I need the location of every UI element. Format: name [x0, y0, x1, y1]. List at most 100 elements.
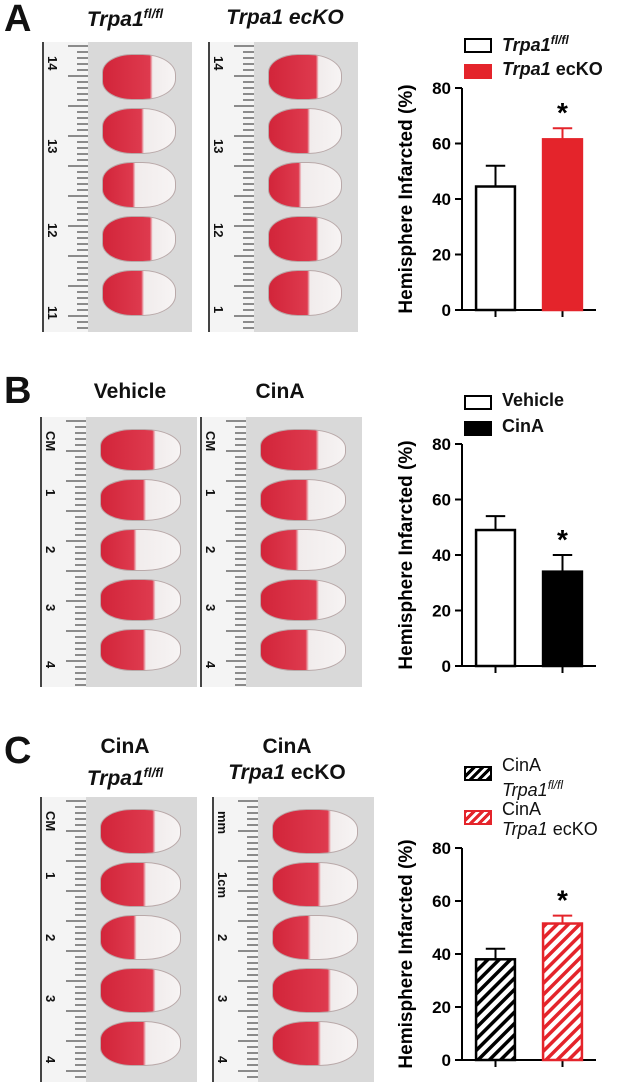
legend-swatch [464, 38, 492, 53]
group-name: Vehicle [93, 380, 167, 403]
significance-asterisk: * [557, 97, 568, 128]
brain-slice [260, 579, 346, 621]
legend-label: Trpa1 ecKO [502, 59, 603, 80]
brain-slice [100, 479, 181, 521]
brain-slice [268, 108, 342, 154]
brain-slice [100, 1021, 181, 1066]
ruler-label: 4 [215, 1056, 230, 1064]
gene-name: Trpa1 ecKO [226, 6, 344, 29]
ruler-label: 14 [45, 56, 60, 71]
y-tick-label: 80 [432, 839, 451, 858]
column-label-left: Vehicle [75, 380, 185, 404]
legend-gene: Trpa1 [502, 819, 548, 839]
ruler-label: 3 [43, 994, 58, 1002]
legend-swatch [464, 395, 492, 410]
ruler-ticks [238, 800, 258, 1078]
ruler-label: 13 [211, 139, 226, 154]
ruler-label: mm [215, 811, 230, 835]
ruler-label: 4 [203, 661, 218, 669]
brain-slice [102, 216, 176, 262]
ruler-ticks [226, 420, 246, 686]
significance-asterisk: * [557, 885, 568, 916]
ruler: 14 13 12 11 [44, 42, 88, 332]
y-tick-label: 0 [442, 1051, 451, 1070]
gene-name: Trpa1 [228, 761, 286, 784]
y-tick-label: 40 [432, 190, 451, 209]
ruler-label: 3 [203, 603, 218, 611]
brain-slice [272, 968, 358, 1013]
y-tick-label: 80 [432, 79, 451, 98]
ruler-label: 1 [43, 488, 58, 496]
y-tick-label: 20 [432, 602, 451, 621]
ruler-ticks [66, 420, 86, 686]
brain-slice-photo-right: mm 1cm 2 3 4 [212, 797, 374, 1082]
ruler-label: 4 [43, 1056, 58, 1064]
ruler-label: 2 [203, 546, 218, 554]
brain-slice [100, 862, 181, 907]
brain-slice [100, 629, 181, 671]
ruler-label: 13 [45, 139, 60, 154]
panel-a: A Trpa1fl/fl Trpa1 ecKO 14 13 12 11 14 13 12 1… [0, 0, 617, 340]
ruler-label: 12 [211, 222, 226, 238]
genotype-suffix: ecKO [285, 761, 346, 784]
brain-slice [100, 915, 181, 960]
ruler: mm 1cm 2 3 4 [214, 797, 258, 1082]
brain-slice [260, 629, 346, 671]
ruler: 14 13 12 1 [210, 42, 254, 332]
legend-label: CinA [502, 416, 544, 437]
ruler-label: 2 [43, 933, 58, 941]
y-tick-label: 40 [432, 546, 451, 565]
column-label-right: CinA [210, 380, 350, 404]
brain-slice [260, 429, 346, 471]
ruler-label: CM [43, 431, 58, 452]
y-tick-label: 80 [432, 435, 451, 454]
ruler-label: 2 [215, 933, 230, 941]
chart-svg: Hemisphere Infarcted (%) 0 20 40 60 80 * [396, 79, 596, 320]
brain-slice [268, 216, 342, 262]
brain-slice-photo-right: CM 1 2 3 4 [200, 417, 362, 687]
ruler-label: 3 [215, 994, 230, 1002]
column-label-left: CinA Trpa1fl/fl [65, 734, 185, 792]
brain-slice [100, 968, 181, 1013]
y-tick-label: 60 [432, 135, 451, 154]
ruler-label: 14 [211, 56, 226, 71]
brain-slice [102, 54, 176, 100]
ruler-label: 4 [43, 661, 58, 669]
brain-slice [272, 862, 358, 907]
brain-slice [272, 1021, 358, 1066]
brain-slice [268, 162, 342, 208]
brain-slice [260, 479, 346, 521]
bar [474, 185, 517, 312]
ruler-label: 1cm [215, 872, 230, 899]
legend-gene: Vehicle [502, 390, 565, 410]
y-tick-label: 20 [432, 246, 451, 265]
ruler-label: 3 [43, 603, 58, 611]
chart-svg: Hemisphere Infarcted (%) 0 20 40 60 80 * [396, 435, 596, 676]
y-tick-label: 0 [442, 657, 451, 676]
panel-letter: A [4, 0, 32, 40]
legend-gene: Trpa1 [502, 780, 548, 800]
panel-letter: C [4, 730, 32, 772]
brain-slice-photo-left: CM 1 2 3 4 [40, 797, 197, 1082]
ruler-label: 1 [211, 306, 226, 314]
legend-label: Trpa1fl/fl [502, 33, 569, 56]
legend-swatch [464, 64, 492, 79]
legend-gene: CinA [502, 416, 544, 436]
ruler-label: 11 [45, 306, 60, 320]
legend-swatch [464, 810, 492, 825]
bar [474, 528, 517, 668]
brain-slice [272, 809, 358, 854]
panel-c: C CinA Trpa1fl/fl CinA Trpa1 ecKO CM 1 2 3 4… [0, 720, 617, 1086]
y-tick-label: 40 [432, 945, 451, 964]
brain-slice [100, 529, 181, 571]
y-tick-label: 60 [432, 491, 451, 510]
brain-slice [100, 429, 181, 471]
ruler-label: 1 [43, 872, 58, 880]
ruler: CM 1 2 3 4 [42, 417, 86, 687]
legend-treatment: CinA [502, 755, 542, 775]
bar [541, 922, 584, 1062]
chart-svg: Hemisphere Infarcted (%) 0 20 40 60 80 * [396, 839, 596, 1070]
brain-slice [102, 108, 176, 154]
gene-name: Trpa1 [86, 767, 144, 790]
legend-suffix: ecKO [547, 819, 598, 839]
